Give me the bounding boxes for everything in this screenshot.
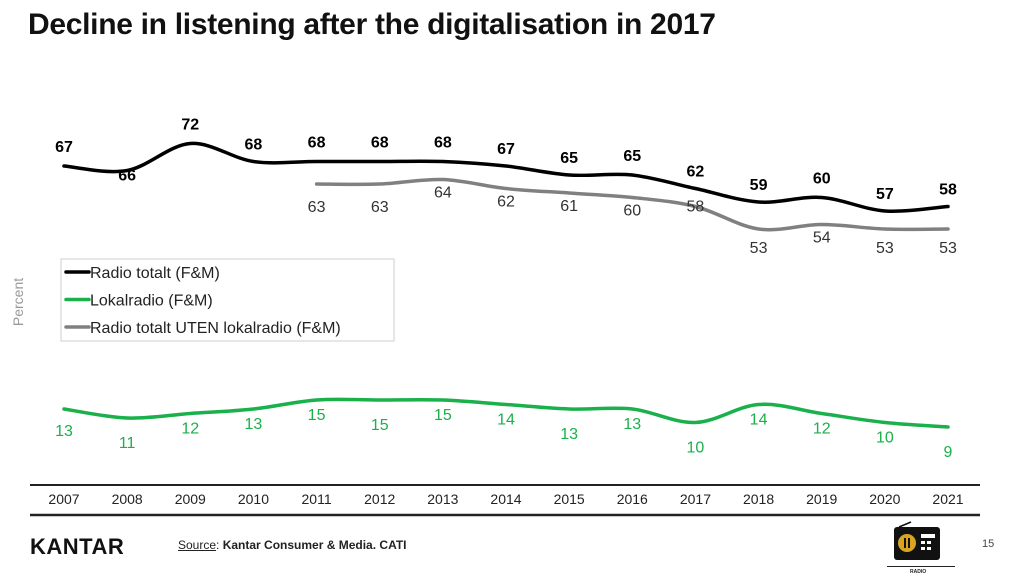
data-label-radio-totalt-f-m-2011: 68	[308, 135, 326, 152]
data-label-lokalradio-f-m-2018: 14	[750, 412, 768, 429]
data-label-lokalradio-f-m-2011: 15	[308, 407, 326, 424]
x-tick-2021: 2021	[932, 491, 963, 507]
x-tick-2012: 2012	[364, 491, 395, 507]
data-label-radio-totalt-uten-lokalradio-f-m-2016: 60	[623, 203, 641, 220]
legend-label-radio-totalt-f-m: Radio totalt (F&M)	[90, 265, 220, 282]
x-tick-2020: 2020	[869, 491, 900, 507]
legend-label-lokalradio-f-m: Lokalradio (F&M)	[90, 293, 213, 310]
x-tick-2019: 2019	[806, 491, 837, 507]
legend: Radio totalt (F&M) Lokalradio (F&M) Radio …	[60, 258, 395, 342]
data-label-radio-totalt-f-m-2013: 68	[434, 135, 452, 152]
data-label-radio-totalt-f-m-2019: 60	[813, 171, 831, 188]
data-label-radio-totalt-f-m-2012: 68	[371, 135, 389, 152]
x-tick-2010: 2010	[238, 491, 269, 507]
data-label-lokalradio-f-m-2015: 13	[560, 426, 578, 443]
data-label-radio-totalt-f-m-2009: 72	[181, 117, 199, 134]
data-label-radio-totalt-f-m-2021: 58	[939, 182, 957, 199]
series-line-lokalradio-f-m	[62, 397, 950, 429]
source-separator: :	[216, 538, 223, 552]
data-label-lokalradio-f-m-2013: 15	[434, 407, 452, 424]
data-label-lokalradio-f-m-2021: 9	[944, 444, 953, 461]
radio-icon-underline	[887, 566, 955, 567]
data-label-radio-totalt-uten-lokalradio-f-m-2019: 54	[813, 230, 831, 247]
data-label-lokalradio-f-m-2014: 14	[497, 412, 515, 429]
data-label-lokalradio-f-m-2009: 12	[181, 421, 199, 438]
data-label-lokalradio-f-m-2008: 11	[119, 435, 136, 452]
x-tick-2009: 2009	[175, 491, 206, 507]
data-label-radio-totalt-f-m-2014: 67	[497, 141, 515, 158]
data-label-radio-totalt-f-m-2010: 68	[245, 137, 263, 154]
page-title: Decline in listening after the digitalis…	[28, 8, 716, 41]
x-tick-2007: 2007	[48, 491, 79, 507]
data-label-radio-totalt-uten-lokalradio-f-m-2017: 58	[687, 199, 705, 216]
source-text: Kantar Consumer & Media. CATI	[222, 538, 407, 552]
data-label-radio-totalt-uten-lokalradio-f-m-2015: 61	[560, 198, 578, 215]
data-label-radio-totalt-f-m-2015: 65	[560, 150, 578, 167]
x-tick-2016: 2016	[617, 491, 648, 507]
data-label-lokalradio-f-m-2017: 10	[687, 440, 705, 457]
x-tick-2011: 2011	[302, 491, 332, 507]
data-label-lokalradio-f-m-2019: 12	[813, 421, 831, 438]
legend-box	[60, 258, 395, 342]
data-label-lokalradio-f-m-2007: 13	[55, 423, 73, 440]
x-tick-2018: 2018	[743, 491, 774, 507]
radio-icon	[894, 521, 940, 560]
data-label-radio-totalt-uten-lokalradio-f-m-2018: 53	[750, 240, 768, 257]
series-lines	[62, 141, 950, 429]
data-labels: 67 66 72 68 68 68 68 67 65 65 62 59 60 57 58 13 11 12 13 15…	[55, 117, 957, 462]
data-label-lokalradio-f-m-2016: 13	[623, 416, 641, 433]
data-label-radio-totalt-f-m-2008: 66	[118, 168, 136, 185]
x-tick-2015: 2015	[554, 491, 585, 507]
data-label-radio-totalt-uten-lokalradio-f-m-2013: 64	[434, 185, 452, 202]
kantar-logo: KANTAR	[30, 534, 125, 559]
data-label-radio-totalt-f-m-2018: 59	[750, 177, 768, 194]
data-label-lokalradio-f-m-2012: 15	[371, 417, 389, 434]
data-label-radio-totalt-f-m-2017: 62	[687, 164, 705, 181]
data-label-radio-totalt-uten-lokalradio-f-m-2012: 63	[371, 199, 389, 216]
data-label-lokalradio-f-m-2020: 10	[876, 430, 894, 447]
data-label-radio-totalt-uten-lokalradio-f-m-2014: 62	[497, 194, 515, 211]
data-label-radio-totalt-f-m-2020: 57	[876, 186, 894, 203]
data-label-radio-totalt-uten-lokalradio-f-m-2021: 53	[939, 240, 957, 257]
x-tick-2008: 2008	[112, 491, 143, 507]
legend-label-radio-totalt-uten-lokalradio-f-m: Radio totalt UTEN lokalradio (F&M)	[90, 320, 341, 337]
y-axis-label: Percent	[10, 278, 26, 326]
x-tick-2014: 2014	[490, 491, 521, 507]
data-label-radio-totalt-f-m-2007: 67	[55, 139, 73, 156]
series-line-radio-totalt-uten-lokalradio-f-m	[314, 177, 950, 232]
series-line-radio-totalt-f-m	[62, 141, 950, 214]
x-tick-2017: 2017	[680, 491, 711, 507]
x-tick-labels: 2007 2008 2009 2010 2011 2012 2013 2014 2015 2016…	[48, 491, 963, 507]
source-label: Source	[178, 538, 217, 552]
data-label-lokalradio-f-m-2010: 13	[245, 416, 263, 433]
data-label-radio-totalt-f-m-2016: 65	[623, 148, 641, 165]
x-tick-2013: 2013	[427, 491, 458, 507]
data-label-radio-totalt-uten-lokalradio-f-m-2011: 63	[308, 199, 326, 216]
source-note: Source: Kantar Consumer & Media. CATI	[178, 538, 407, 552]
page-number: 15	[982, 538, 995, 550]
data-label-radio-totalt-uten-lokalradio-f-m-2020: 53	[876, 240, 894, 257]
radio-icon-caption: RADIO	[910, 569, 927, 575]
